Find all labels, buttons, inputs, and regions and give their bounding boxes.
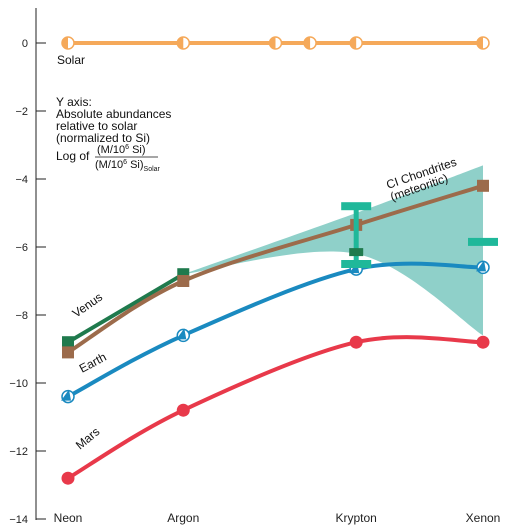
- ci-chondritesseries-line: [66, 183, 485, 355]
- x-category-label-1: Argon: [167, 511, 199, 525]
- ci-chondrites-point-3: [477, 179, 489, 192]
- y-tick-label-3: −6: [15, 242, 28, 254]
- mars-series-label: Mars: [73, 424, 102, 452]
- ci-chondrites-band-layer: [183, 165, 483, 336]
- earth-point-0: [61, 389, 75, 404]
- solar-point-0: [61, 36, 75, 50]
- solar-point-2-half: [269, 37, 276, 49]
- solar-point-1: [176, 36, 191, 50]
- y-tick-label-1: −2: [15, 106, 28, 118]
- venus-point-0: [62, 336, 74, 349]
- solar-point-5: [476, 36, 490, 50]
- y-tick-label-4: −8: [15, 310, 28, 322]
- y-tick-label-6: −12: [9, 446, 28, 458]
- earth-point-3: [476, 260, 490, 275]
- solar-point-0-half: [62, 37, 68, 49]
- solar-point-3: [303, 36, 317, 50]
- solar-point-1-half: [177, 37, 184, 49]
- range-bar-3: [468, 237, 498, 246]
- solar-series-label: Solar: [57, 53, 85, 67]
- y-axis-note-line2: Absolute abundances: [56, 107, 171, 121]
- earth-point-0-triangle: [61, 389, 71, 401]
- y-tick-label-5: −10: [9, 378, 28, 390]
- series-markers-layer: [61, 36, 498, 485]
- earth-point-3-triangle: [476, 260, 486, 272]
- ci-chondrites-point-1: [177, 275, 190, 287]
- ci-chondrites-range-band: [183, 165, 483, 336]
- y-axis-note-line1: Y axis:: [56, 95, 92, 109]
- series-lines-layer: [66, 40, 485, 481]
- venus-series-label: Venus: [70, 290, 105, 321]
- y-tick-label-7: −14: [9, 514, 28, 526]
- earth-series-label: Earth: [77, 350, 109, 376]
- y-tick-label-2: −4: [15, 174, 28, 186]
- x-category-label-2: Krypton: [336, 511, 377, 525]
- mars-point-2: [349, 335, 363, 349]
- solar-point-3-half: [304, 37, 311, 49]
- solar-point-4: [349, 36, 363, 50]
- range-box-1: [349, 248, 364, 257]
- range-bar-2: [341, 260, 372, 268]
- solar-point-2: [268, 36, 283, 50]
- mars-point-3: [476, 335, 490, 349]
- venusseries-line: [66, 272, 186, 345]
- x-category-label-3: Xenon: [466, 511, 501, 525]
- earthseries-line: [66, 261, 485, 399]
- ratio-numerator: (M/106 Si): [97, 144, 146, 156]
- ratio-denominator: (M/106 Si)Solar: [95, 159, 161, 173]
- y-axis-note-line4: (normalized to Si): [56, 131, 150, 145]
- x-category-label-0: Neon: [54, 511, 83, 525]
- mars-point-1: [176, 403, 190, 417]
- log-of-label: Log of: [56, 149, 90, 163]
- earth-point-1: [176, 328, 191, 343]
- range-bar-0: [341, 202, 372, 211]
- y-axis-layer: 0 −2 −4 −6 −8 −10 −12 −14 Neon Argon Krypton Xenon: [9, 8, 500, 526]
- ci-chondrites-point-0: [62, 346, 74, 359]
- y-axis-note-line3: relative to solar: [56, 119, 137, 133]
- earth-point-1-triangle: [176, 328, 187, 340]
- mars-point-0: [61, 471, 75, 485]
- marsseries-line: [66, 335, 485, 481]
- solar-point-5-half: [477, 37, 483, 49]
- y-tick-label-0: 0: [22, 38, 28, 50]
- solar-point-4-half: [350, 37, 357, 49]
